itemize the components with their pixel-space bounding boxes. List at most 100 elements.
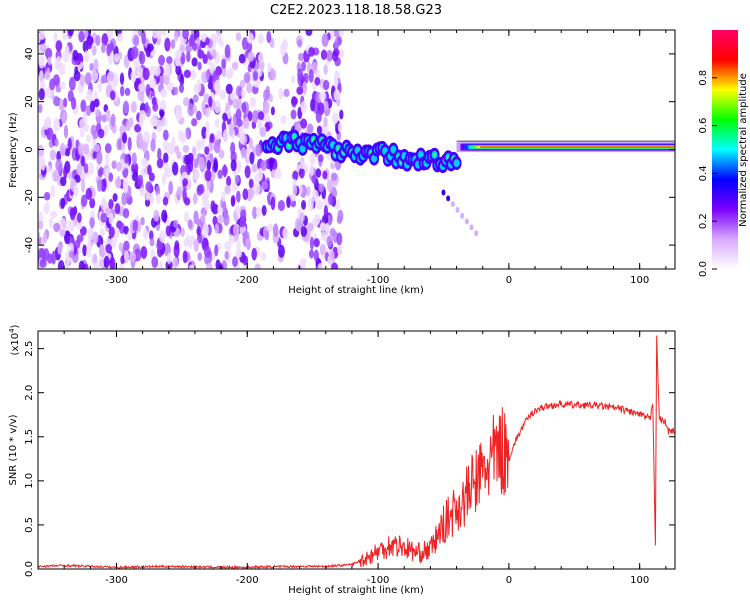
heatmap-noise-cell (320, 49, 328, 61)
heatmap-noise-cell (272, 223, 279, 238)
heatmap-noise-cell (191, 118, 198, 127)
heatmap-noise-cell (274, 167, 282, 180)
snr-x-ticks: -300 -200 -100 0 100 (37, 331, 667, 586)
heatmap-noise-cell (125, 120, 131, 132)
heatmap-noise-cell (46, 164, 51, 174)
heatmap-noise-cell (263, 100, 270, 114)
heatmap-noise-cell (192, 94, 199, 103)
heatmap-noise-cell (140, 167, 146, 178)
heatmap-noise-cell (187, 219, 193, 230)
heatmap-noise-cell (100, 75, 105, 84)
heatmap-noise-cell (294, 217, 302, 232)
heatmap-noise-cell (122, 132, 128, 144)
heatmap-noise-cell (105, 109, 111, 122)
heatmap-noise-cell (105, 243, 113, 254)
heatmap-noise-cell (108, 212, 114, 225)
heatmap-noise-cell (183, 238, 188, 248)
heatmap-noise-cell (301, 61, 306, 72)
heatmap-noise-cell (38, 88, 45, 101)
heatmap-noise-cell (235, 248, 243, 258)
heatmap-noise-cell (244, 165, 251, 179)
heatmap-noise-cell (327, 193, 334, 206)
heatmap-noise-cell (283, 88, 290, 98)
heatmap-noise-cell (92, 129, 99, 140)
heatmap-noise-cell (263, 114, 271, 123)
heatmap-noise-cell (257, 111, 265, 121)
heatmap-noise-cell (176, 151, 182, 160)
heatmap-noise-cell (198, 156, 205, 170)
heatmap-noise-cell (173, 219, 179, 228)
heatmap-noise-cell (74, 66, 79, 75)
heatmap-noise-cell (108, 226, 115, 238)
heatmap-y-ticks: -40 -20 0 20 40 (24, 48, 675, 253)
heatmap-noise-cell (251, 163, 258, 173)
heatmap-noise-cell (161, 173, 167, 186)
heatmap-noise-cell (92, 150, 98, 159)
heatmap-noise-cell (321, 33, 329, 47)
heatmap-noise-cell (96, 179, 103, 192)
heatmap-noise-cell (311, 189, 319, 202)
heatmap-noise-cell (172, 257, 179, 269)
heatmap-noise-cell (225, 83, 233, 95)
heatmap-noise-cell (211, 48, 217, 60)
heatmap-noise-cell (178, 83, 185, 93)
heatmap-noise-cell (261, 180, 269, 190)
heatmap-noise-cell (232, 256, 238, 268)
heatmap-noise-cell (193, 169, 200, 181)
heatmap-noise-cell (80, 99, 87, 113)
snr-y-scale-suffix: ) (10, 324, 21, 328)
heatmap-noise-cell (235, 108, 242, 122)
heatmap-noise-cell (208, 96, 213, 108)
heatmap-noise-cell (215, 259, 221, 269)
heatmap-noise-cell (76, 220, 83, 230)
x-tick-label: -200 (236, 575, 259, 586)
heatmap-noise-cell (261, 205, 267, 216)
heatmap-noise-cell (308, 249, 315, 259)
snr-y-scale: (x104) (8, 324, 21, 355)
heatmap-noise-cell (59, 142, 66, 156)
heatmap-noise-cell (239, 79, 246, 89)
heatmap-noise-cell (160, 88, 168, 98)
heatmap-noise-cell (207, 81, 213, 90)
heatmap-noise-cell (79, 126, 85, 138)
heatmap-noise-cell (214, 222, 220, 235)
heatmap-noise-cell (218, 149, 225, 159)
heatmap-content (38, 30, 675, 269)
heatmap-noise-cell (173, 243, 180, 258)
heatmap-noise-cell (286, 196, 291, 209)
heatmap-noise-cell (158, 261, 163, 269)
heatmap-noise-cell (254, 263, 261, 269)
heatmap-noise-cell (182, 178, 189, 187)
heatmap-noise-cell (110, 113, 116, 128)
heatmap-noise-cell (152, 30, 158, 39)
heatmap-noise-cell (77, 142, 84, 156)
heatmap-noise-cell (133, 34, 140, 47)
heatmap-noise-cell (210, 200, 216, 213)
heatmap-drift-core (453, 159, 460, 168)
heatmap-noise-cell (78, 30, 85, 43)
heatmap-noise-cell (67, 30, 74, 37)
heatmap-drift-peak (432, 152, 437, 157)
heatmap-noise-cell (308, 69, 314, 83)
heatmap-noise-cell (201, 126, 207, 139)
heatmap-noise-cell (173, 31, 179, 42)
heatmap-noise-cell (249, 151, 255, 165)
heatmap-noise-cell (101, 33, 109, 47)
heatmap-noise-cell (212, 70, 220, 84)
heatmap-noise-cell (148, 230, 154, 241)
heatmap-noise-cell (331, 262, 339, 269)
heatmap-noise-cell (104, 207, 112, 216)
colorbar: 0.0 0.2 0.4 0.6 0.8 Normalized spectral ampl… (698, 30, 749, 277)
heatmap-noise-cell (87, 161, 94, 175)
snr-series-line (37, 335, 676, 570)
heatmap-noise-cell (316, 125, 323, 135)
heatmap-noise-cell (192, 104, 197, 114)
snr-y-label: SNR (10 * v/v) (8, 414, 19, 485)
heatmap-noise-cell (109, 41, 114, 51)
heatmap-noise-cell (228, 234, 235, 245)
heatmap-noise-cell (235, 32, 242, 42)
heatmap-noise-cell (297, 68, 304, 82)
heatmap-noise-cell (307, 123, 314, 134)
heatmap-noise-cell (239, 216, 246, 228)
heatmap-noise-cell (113, 53, 120, 63)
